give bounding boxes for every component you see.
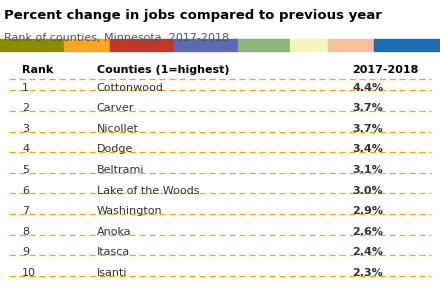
Text: 3.7%: 3.7% xyxy=(352,103,383,113)
Text: 9: 9 xyxy=(22,247,29,257)
Text: 10: 10 xyxy=(22,268,36,278)
Text: Rank of counties, Minnesota, 2017-2018: Rank of counties, Minnesota, 2017-2018 xyxy=(4,33,230,43)
Text: Lake of the Woods: Lake of the Woods xyxy=(97,186,199,195)
Bar xyxy=(0,39,64,51)
Text: Cottonwood: Cottonwood xyxy=(97,83,164,93)
Text: Counties (1=highest): Counties (1=highest) xyxy=(97,65,229,75)
Text: Isanti: Isanti xyxy=(97,268,127,278)
Text: Percent change in jobs compared to previous year: Percent change in jobs compared to previ… xyxy=(4,9,382,22)
Text: 2.9%: 2.9% xyxy=(352,206,383,216)
Text: Washington: Washington xyxy=(97,206,162,216)
Text: Beltrami: Beltrami xyxy=(97,165,144,175)
Bar xyxy=(328,39,374,51)
Text: 3.1%: 3.1% xyxy=(352,165,383,175)
Text: 2.4%: 2.4% xyxy=(352,247,383,257)
Bar xyxy=(174,39,238,51)
Bar xyxy=(238,39,290,51)
Text: 2: 2 xyxy=(22,103,29,113)
Text: 3.0%: 3.0% xyxy=(352,186,383,195)
Bar xyxy=(374,39,440,51)
Text: 5: 5 xyxy=(22,165,29,175)
Text: 3.4%: 3.4% xyxy=(352,144,383,154)
Bar xyxy=(290,39,328,51)
Bar xyxy=(110,39,174,51)
Text: 7: 7 xyxy=(22,206,29,216)
Text: Carver: Carver xyxy=(97,103,134,113)
Text: 2017-2018: 2017-2018 xyxy=(352,65,418,75)
Text: 1: 1 xyxy=(22,83,29,93)
Text: Rank: Rank xyxy=(22,65,53,75)
Text: Anoka: Anoka xyxy=(97,227,132,237)
Text: Itasca: Itasca xyxy=(97,247,130,257)
Text: 8: 8 xyxy=(22,227,29,237)
Text: 2.3%: 2.3% xyxy=(352,268,383,278)
Text: 3.7%: 3.7% xyxy=(352,124,383,134)
Bar xyxy=(64,39,110,51)
Text: Nicollet: Nicollet xyxy=(97,124,139,134)
Text: 4.4%: 4.4% xyxy=(352,83,383,93)
Text: 2.6%: 2.6% xyxy=(352,227,383,237)
Text: 4: 4 xyxy=(22,144,29,154)
Text: Dodge: Dodge xyxy=(97,144,133,154)
Text: 6: 6 xyxy=(22,186,29,195)
Text: 3: 3 xyxy=(22,124,29,134)
